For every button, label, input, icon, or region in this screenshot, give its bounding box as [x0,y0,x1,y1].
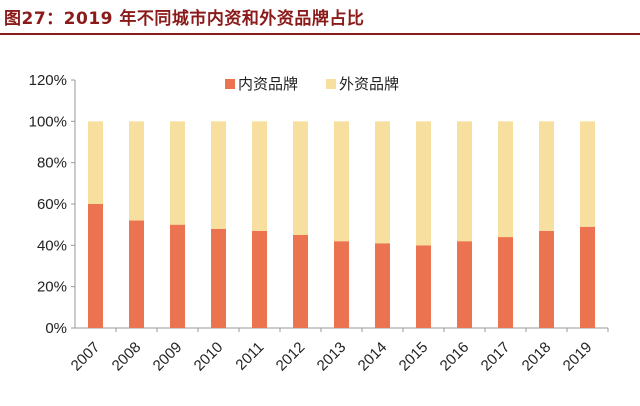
legend-label-domestic: 内资品牌 [238,75,298,93]
y-tick-label: 40% [37,237,67,254]
bar-domestic-2010 [211,228,226,328]
bar-domestic-2017 [498,237,513,328]
bar-foreign-2019 [580,121,595,227]
bar-domestic-2012 [293,235,308,328]
y-tick-label: 120% [29,72,67,89]
y-tick-label: 80% [37,155,67,172]
bar-foreign-2011 [252,121,267,231]
bar-domestic-2016 [457,241,472,328]
x-tick-label-2011: 2011 [232,339,267,374]
bar-domestic-2008 [129,220,144,328]
bar-foreign-2018 [539,121,554,231]
x-tick-label-2012: 2012 [273,339,309,375]
bar-foreign-2015 [416,121,431,246]
x-tick-label-2016: 2016 [437,339,473,375]
y-tick-label: 0% [45,320,67,337]
bar-foreign-2008 [129,121,144,221]
x-tick-label-2013: 2013 [314,339,350,375]
x-tick-label-2008: 2008 [109,339,145,375]
bar-foreign-2016 [457,121,472,242]
legend-swatch-domestic [225,79,235,89]
bar-foreign-2009 [170,121,185,225]
y-tick-label: 20% [37,279,67,296]
bar-domestic-2011 [252,230,267,328]
title-underline [0,33,640,35]
x-tick-label-2010: 2010 [191,339,227,375]
bar-domestic-2014 [375,243,390,328]
chart-title: 图27：2019 年不同城市内资和外资品牌占比 [4,9,365,29]
bar-foreign-2012 [293,121,308,235]
x-tick-label-2009: 2009 [150,339,186,375]
legend-swatch-foreign [326,79,336,89]
legend-label-foreign: 外资品牌 [339,75,399,93]
bar-domestic-2015 [416,245,431,328]
bar-foreign-2017 [498,121,513,238]
bar-foreign-2007 [88,121,103,204]
bar-domestic-2009 [170,224,185,328]
bar-domestic-2013 [334,241,349,328]
legend: 内资品牌 外资品牌 [225,75,399,93]
y-tick-label: 100% [29,113,67,130]
bar-foreign-2013 [334,121,349,242]
bar-domestic-2007 [88,204,103,328]
bar-foreign-2014 [375,121,390,244]
x-tick-label-2007: 2007 [68,339,104,375]
x-tick-label-2017: 2017 [478,339,514,375]
x-tick-label-2014: 2014 [355,339,391,375]
y-tick-label: 60% [37,196,67,213]
bar-domestic-2018 [539,230,554,328]
x-tick-label-2015: 2015 [396,339,432,375]
x-tick-label-2019: 2019 [560,339,596,375]
bar-foreign-2010 [211,121,226,229]
x-tick-label-2018: 2018 [519,339,555,375]
bar-domestic-2019 [580,226,595,328]
